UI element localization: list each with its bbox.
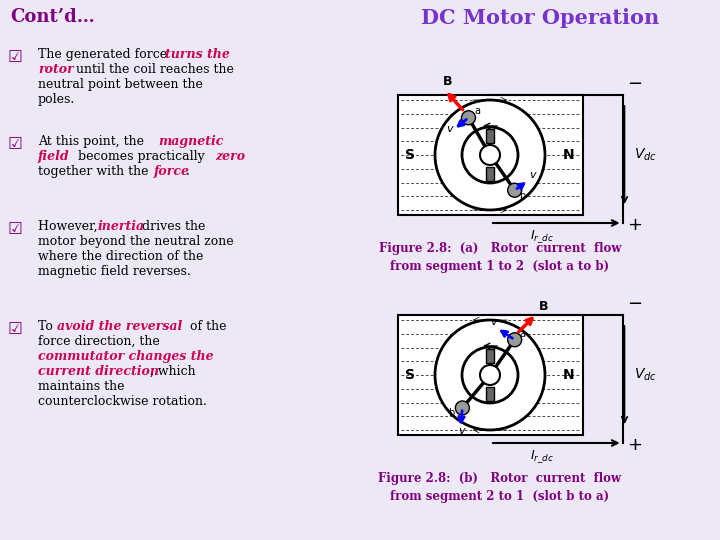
Text: +: + — [628, 436, 642, 454]
Text: To: To — [38, 320, 57, 333]
Text: At this point, the: At this point, the — [38, 135, 148, 148]
Text: force direction, the: force direction, the — [38, 335, 160, 348]
Bar — [397, 315, 582, 435]
Bar — [486, 129, 494, 143]
Text: Figure 2.8:  (a)   Rotor  current  flow
from segment 1 to 2  (slot a to b): Figure 2.8: (a) Rotor current flow from … — [379, 242, 621, 273]
Text: S: S — [405, 368, 415, 382]
Text: until the coil reaches the: until the coil reaches the — [72, 63, 234, 76]
Text: v: v — [446, 124, 453, 134]
Text: However,: However, — [38, 220, 102, 233]
Bar — [397, 95, 582, 215]
Text: +: + — [628, 216, 642, 234]
Text: force: force — [154, 165, 190, 178]
Text: of the: of the — [186, 320, 227, 333]
Text: v: v — [459, 426, 465, 436]
Circle shape — [462, 111, 475, 125]
Text: v: v — [530, 170, 536, 180]
Text: current direction: current direction — [38, 365, 159, 378]
Text: rotor: rotor — [38, 63, 73, 76]
Text: S: S — [405, 148, 415, 162]
Text: together with the: together with the — [38, 165, 153, 178]
Text: Figure 2.8:  (b)   Rotor  current  flow
from segment 2 to 1  (slot b to a): Figure 2.8: (b) Rotor current flow from … — [379, 472, 621, 503]
Circle shape — [435, 320, 545, 430]
Text: maintains the: maintains the — [38, 380, 125, 393]
Text: zero: zero — [215, 150, 245, 163]
Text: Cont’d…: Cont’d… — [10, 8, 95, 26]
Text: v: v — [490, 317, 498, 327]
Text: −: − — [628, 75, 643, 93]
Text: $I_{r\_dc}$: $I_{r\_dc}$ — [530, 449, 554, 465]
Circle shape — [435, 100, 545, 210]
Text: B: B — [443, 75, 452, 88]
Text: The generated force: The generated force — [38, 48, 171, 61]
Text: neutral point between the: neutral point between the — [38, 78, 203, 91]
Text: $V_{dc}$: $V_{dc}$ — [634, 147, 657, 163]
Circle shape — [508, 183, 522, 197]
Text: becomes practically: becomes practically — [74, 150, 209, 163]
Text: $I_{r\_dc}$: $I_{r\_dc}$ — [530, 228, 554, 245]
Text: , which: , which — [150, 365, 196, 378]
Text: a: a — [474, 106, 480, 116]
Text: N: N — [563, 368, 575, 382]
Text: poles.: poles. — [38, 93, 76, 106]
Text: commutator changes the: commutator changes the — [38, 350, 214, 363]
Text: field: field — [38, 150, 70, 163]
Text: magnetic: magnetic — [158, 135, 223, 148]
Text: a: a — [520, 329, 526, 339]
Circle shape — [462, 347, 518, 403]
Bar — [486, 387, 494, 401]
Text: .: . — [186, 165, 190, 178]
Text: magnetic field reverses.: magnetic field reverses. — [38, 265, 191, 278]
Text: N: N — [563, 148, 575, 162]
Bar — [486, 349, 494, 363]
Text: turns the: turns the — [165, 48, 230, 61]
Bar — [486, 167, 494, 181]
Text: B: B — [539, 300, 548, 313]
Text: ☑: ☑ — [8, 220, 23, 238]
Text: avoid the reversal: avoid the reversal — [57, 320, 182, 333]
Text: motor beyond the neutral zone: motor beyond the neutral zone — [38, 235, 233, 248]
Text: ☑: ☑ — [8, 320, 23, 338]
Text: ☑: ☑ — [8, 48, 23, 66]
Text: −: − — [628, 295, 643, 313]
Circle shape — [480, 145, 500, 165]
Text: ☑: ☑ — [8, 135, 23, 153]
Text: inertia: inertia — [98, 220, 145, 233]
Text: drives the: drives the — [138, 220, 205, 233]
Circle shape — [462, 127, 518, 183]
Text: b: b — [518, 191, 525, 201]
Circle shape — [508, 333, 522, 347]
Circle shape — [480, 365, 500, 385]
Text: b: b — [449, 408, 454, 418]
Text: $V_{dc}$: $V_{dc}$ — [634, 367, 657, 383]
Text: DC Motor Operation: DC Motor Operation — [421, 8, 659, 28]
Circle shape — [455, 401, 469, 415]
Text: counterclockwise rotation.: counterclockwise rotation. — [38, 395, 207, 408]
Text: where the direction of the: where the direction of the — [38, 250, 203, 263]
